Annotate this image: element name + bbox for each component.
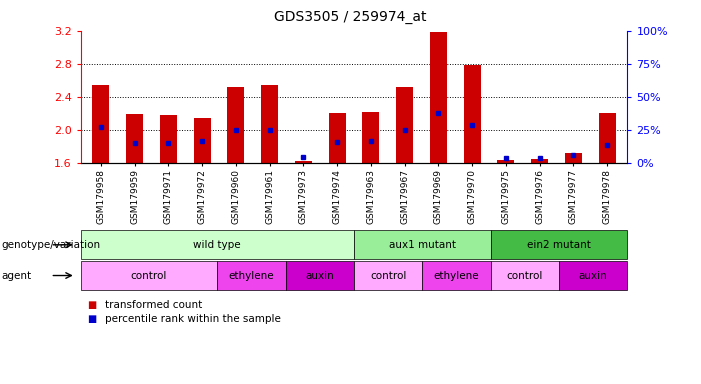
Bar <box>362 112 379 163</box>
Bar <box>430 31 447 163</box>
Text: ■: ■ <box>88 314 97 324</box>
Bar <box>295 161 312 163</box>
Bar <box>93 84 109 163</box>
Bar <box>261 85 278 163</box>
Text: control: control <box>131 270 167 281</box>
Text: aux1 mutant: aux1 mutant <box>389 240 456 250</box>
Bar <box>463 66 481 163</box>
Bar <box>193 118 210 163</box>
Bar <box>498 160 515 163</box>
Bar <box>396 87 413 163</box>
Text: agent: agent <box>1 270 32 281</box>
Text: percentile rank within the sample: percentile rank within the sample <box>105 314 281 324</box>
Bar <box>227 87 245 163</box>
Text: GDS3505 / 259974_at: GDS3505 / 259974_at <box>274 10 427 23</box>
Text: control: control <box>507 270 543 281</box>
Text: genotype/variation: genotype/variation <box>1 240 100 250</box>
Bar <box>160 115 177 163</box>
Text: ■: ■ <box>88 300 97 310</box>
Text: auxin: auxin <box>579 270 608 281</box>
Text: wild type: wild type <box>193 240 241 250</box>
Text: ethylene: ethylene <box>434 270 479 281</box>
Bar <box>599 113 615 163</box>
Text: control: control <box>370 270 407 281</box>
Text: auxin: auxin <box>306 270 334 281</box>
Text: ein2 mutant: ein2 mutant <box>527 240 591 250</box>
Bar <box>531 159 548 163</box>
Bar <box>329 113 346 163</box>
Bar <box>126 114 143 163</box>
Bar <box>565 153 582 163</box>
Text: ethylene: ethylene <box>229 270 274 281</box>
Text: transformed count: transformed count <box>105 300 203 310</box>
